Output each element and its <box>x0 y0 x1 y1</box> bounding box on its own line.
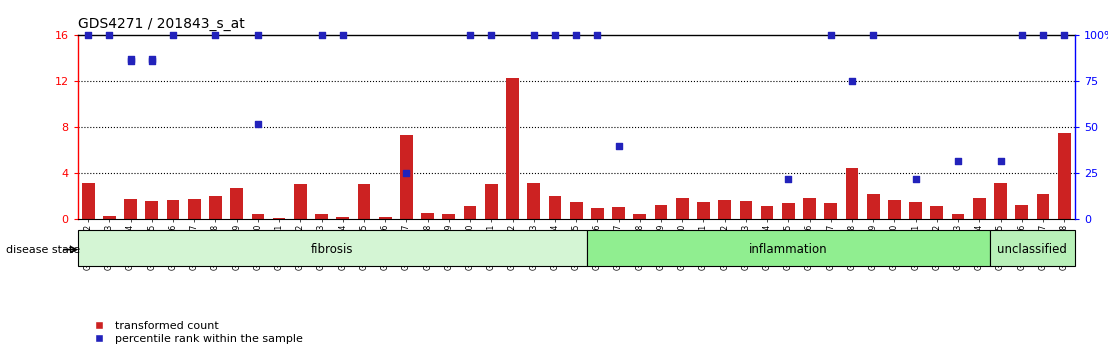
Bar <box>718 200 731 219</box>
Bar <box>613 207 625 219</box>
Bar <box>82 183 94 219</box>
Text: fibrosis: fibrosis <box>311 243 353 256</box>
Bar <box>400 136 413 219</box>
FancyBboxPatch shape <box>587 230 989 266</box>
Bar <box>782 203 794 219</box>
Bar <box>464 206 476 219</box>
Bar <box>188 199 201 219</box>
Bar <box>824 203 838 219</box>
Bar <box>931 206 943 219</box>
Point <box>525 33 543 38</box>
Point <box>80 33 98 38</box>
Bar <box>252 214 265 219</box>
Point <box>206 33 224 38</box>
Point <box>249 33 267 38</box>
Bar <box>739 201 752 219</box>
Bar <box>442 214 455 219</box>
Point <box>609 143 627 149</box>
Point <box>546 33 564 38</box>
FancyBboxPatch shape <box>989 230 1075 266</box>
Bar <box>845 168 859 219</box>
Point <box>143 57 161 62</box>
Point <box>1055 33 1073 38</box>
Bar <box>506 78 519 219</box>
Point <box>992 158 1009 164</box>
Bar <box>697 202 710 219</box>
Point <box>482 33 500 38</box>
Point <box>950 158 967 164</box>
Point <box>312 33 330 38</box>
Bar <box>294 184 307 219</box>
FancyBboxPatch shape <box>78 230 587 266</box>
Bar <box>527 183 540 219</box>
Point <box>334 33 351 38</box>
Bar <box>315 214 328 219</box>
Bar <box>1058 133 1070 219</box>
Bar <box>273 218 286 219</box>
Bar <box>337 217 349 219</box>
Point <box>164 33 182 38</box>
Point <box>588 33 606 38</box>
Point <box>1013 33 1030 38</box>
Bar <box>485 184 497 219</box>
Bar <box>676 198 688 219</box>
Point <box>864 33 882 38</box>
Legend: transformed count, percentile rank within the sample: transformed count, percentile rank withi… <box>83 316 308 348</box>
Bar <box>421 212 434 219</box>
Text: disease state: disease state <box>6 245 80 255</box>
Point <box>1034 33 1051 38</box>
Bar <box>952 214 964 219</box>
Bar <box>634 214 646 219</box>
Bar <box>761 206 773 219</box>
Point <box>398 171 416 176</box>
Bar <box>888 200 901 219</box>
Point <box>143 58 161 64</box>
Bar <box>230 188 243 219</box>
Bar <box>548 196 562 219</box>
Bar <box>1015 205 1028 219</box>
Bar <box>1037 194 1049 219</box>
Bar <box>973 198 986 219</box>
Bar <box>655 205 667 219</box>
Text: inflammation: inflammation <box>749 243 828 256</box>
Bar <box>379 217 391 219</box>
Point <box>101 33 119 38</box>
Bar <box>145 201 158 219</box>
Text: unclassified: unclassified <box>997 243 1067 256</box>
Bar <box>570 202 583 219</box>
Bar <box>910 202 922 219</box>
Bar <box>103 216 115 219</box>
Point <box>822 33 840 38</box>
Point <box>843 79 861 84</box>
Point <box>906 176 924 182</box>
Bar <box>994 183 1007 219</box>
Bar <box>209 196 222 219</box>
Point <box>779 176 797 182</box>
Bar <box>166 200 179 219</box>
Bar <box>358 184 370 219</box>
Text: GDS4271 / 201843_s_at: GDS4271 / 201843_s_at <box>78 17 244 31</box>
Point <box>461 33 479 38</box>
Point <box>122 57 140 62</box>
Point <box>122 58 140 64</box>
Bar <box>591 208 604 219</box>
Point <box>249 121 267 127</box>
Bar <box>124 199 137 219</box>
Bar <box>803 198 815 219</box>
Point <box>567 33 585 38</box>
Bar <box>866 194 880 219</box>
